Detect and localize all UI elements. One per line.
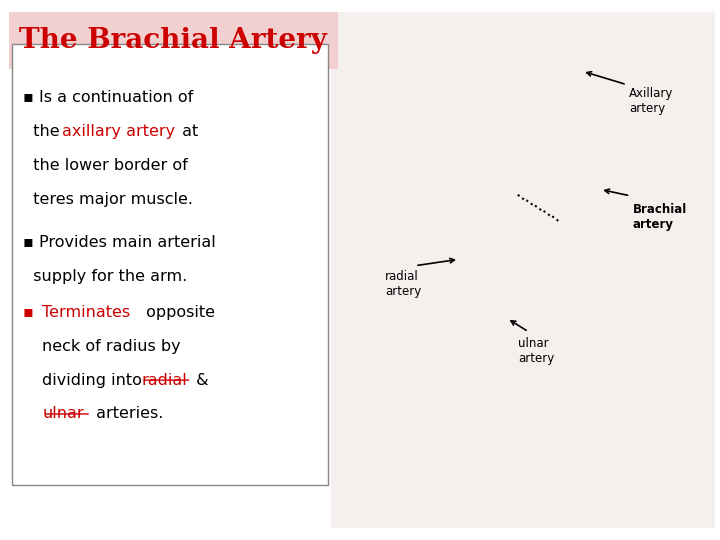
Text: ulnar
artery: ulnar artery	[518, 337, 554, 365]
Text: The Brachial Artery: The Brachial Artery	[19, 26, 327, 53]
FancyBboxPatch shape	[12, 44, 328, 485]
Text: ▪ Is a continuation of: ▪ Is a continuation of	[23, 90, 193, 105]
Text: Brachial
artery: Brachial artery	[633, 203, 687, 231]
Text: ▪: ▪	[23, 305, 39, 320]
FancyBboxPatch shape	[9, 12, 338, 69]
Text: supply for the arm.: supply for the arm.	[23, 269, 187, 284]
Text: opposite: opposite	[141, 305, 215, 320]
Text: arteries.: arteries.	[91, 407, 163, 421]
Text: ulnar: ulnar	[42, 407, 84, 421]
Text: teres major muscle.: teres major muscle.	[23, 192, 193, 207]
Text: Axillary
artery: Axillary artery	[629, 87, 673, 116]
Text: radial
artery: radial artery	[385, 270, 421, 298]
Text: &: &	[192, 373, 209, 388]
Text: radial: radial	[141, 373, 187, 388]
Text: the lower border of: the lower border of	[23, 158, 188, 173]
Text: dividing into: dividing into	[42, 373, 148, 388]
Text: neck of radius by: neck of radius by	[42, 339, 181, 354]
Text: Terminates: Terminates	[42, 305, 130, 320]
Text: the: the	[23, 124, 65, 139]
FancyBboxPatch shape	[331, 12, 715, 528]
Text: axillary artery: axillary artery	[63, 124, 176, 139]
Text: ▪ Provides main arterial: ▪ Provides main arterial	[23, 235, 216, 250]
Text: at: at	[177, 124, 198, 139]
